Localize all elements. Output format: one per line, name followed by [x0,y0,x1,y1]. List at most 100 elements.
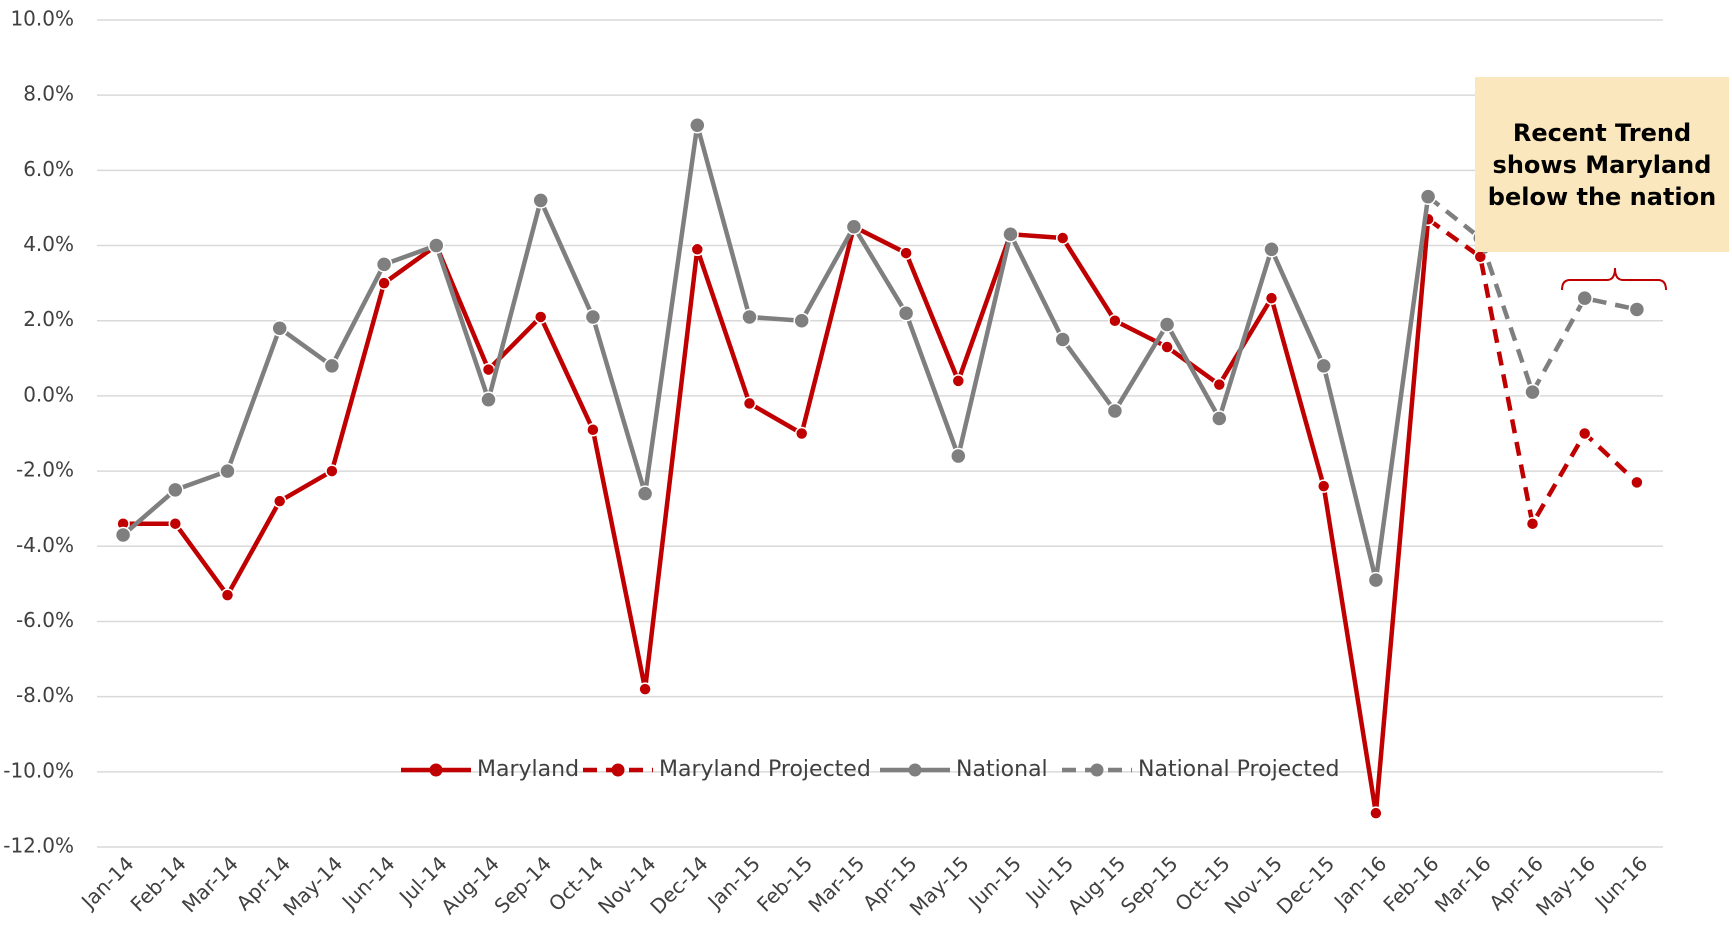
x-tick-label: Feb-16 [1378,851,1443,916]
data-point [690,242,705,257]
data-point [1212,377,1227,392]
data-point [1002,226,1019,243]
data-point [638,682,652,696]
x-tick-label: Feb-15 [752,851,817,916]
data-point [1054,331,1071,348]
x-tick-label: Jun-15 [962,851,1026,915]
data-point [1524,383,1541,401]
data-point [480,391,497,408]
data-point [897,304,915,322]
data-point [167,481,184,499]
x-tick-label: Jan-16 [1328,851,1391,914]
legend-label: Maryland Projected [659,757,871,782]
x-tick-label: Mar-14 [177,851,243,917]
data-point [741,308,758,326]
data-point [1628,301,1646,318]
data-point [532,192,549,209]
data-point [1106,402,1124,420]
data-point [794,426,809,441]
x-tick-label: Jan-14 [75,851,138,914]
data-point [1158,316,1176,333]
series-line [1426,194,1638,395]
x-tick-label: Aug-14 [436,851,504,919]
series-line [123,219,1431,816]
y-tick-label: -12.0% [3,834,74,858]
legend-marker [1090,763,1104,777]
data-point [1525,516,1540,531]
y-tick-label: -10.0% [3,758,74,782]
y-tick-label: 2.0% [23,307,74,331]
data-point [168,516,183,531]
data-point [377,276,391,290]
x-tick-label: Mar-16 [1430,851,1496,917]
data-point [950,447,967,465]
legend-label: National [956,757,1048,782]
data-point [1315,357,1332,375]
x-tick-label: May-15 [905,851,974,920]
y-tick-label: -2.0% [16,458,74,482]
y-tick-label: 4.0% [23,232,74,256]
data-point [899,246,913,260]
data-point [1264,291,1279,305]
x-tick-label: Feb-14 [126,851,191,916]
data-point [951,374,966,388]
data-point [1630,475,1644,490]
data-point [1160,340,1174,354]
y-tick-label: -4.0% [16,533,74,557]
x-tick-label: May-14 [278,851,347,920]
x-tick-label: Jun-14 [336,851,400,915]
legend-label: National Projected [1138,757,1339,782]
data-point [1211,410,1228,427]
data-point [584,308,602,326]
data-point [689,117,706,134]
x-tick-label: Mar-15 [803,851,869,917]
data-point [586,422,600,437]
data-point [1369,806,1383,820]
legend-marker [611,763,625,777]
data-point [793,312,810,329]
data-point [1055,231,1070,245]
data-point [481,362,496,377]
data-point [1577,426,1592,441]
data-point [1419,188,1437,205]
x-tick-label: Aug-15 [1063,851,1131,919]
series-line [1426,217,1639,526]
x-tick-label: Nov-15 [1220,851,1287,918]
y-tick-label: 0.0% [23,382,74,406]
series-line [121,123,1431,583]
x-tick-label: Dec-15 [1272,851,1339,918]
data-point [1316,479,1331,493]
data-point [428,237,445,254]
legend-marker [908,763,922,777]
data-point [323,357,341,375]
x-tick-label: May-16 [1531,851,1600,920]
y-tick-label: 6.0% [23,157,74,181]
data-point [375,256,393,273]
data-point [220,588,235,602]
data-point [533,310,548,324]
data-point [272,494,287,508]
annotation: Recent Trend shows Maryland below the na… [1475,77,1729,252]
data-point [845,218,863,235]
data-point [1367,571,1385,589]
x-tick-label: Nov-14 [593,851,660,918]
data-point [1576,289,1593,307]
bracket [1561,267,1667,291]
x-tick-label: Sep-14 [489,851,556,918]
x-tick-label: Jan-15 [702,851,765,914]
legend-marker [429,763,443,777]
data-point [1108,313,1122,328]
y-tick-label: -8.0% [16,683,74,707]
y-tick-label: 8.0% [23,82,74,106]
data-point [114,526,132,544]
data-point [742,396,757,411]
data-point [636,485,654,502]
x-tick-label: Sep-15 [1116,851,1183,918]
data-point [325,464,339,478]
legend-label: Maryland [477,757,579,782]
data-point [271,319,288,337]
x-tick-label: Dec-14 [645,851,712,918]
x-tick-label: Jun-16 [1589,851,1653,915]
y-tick-label: -6.0% [16,608,74,632]
